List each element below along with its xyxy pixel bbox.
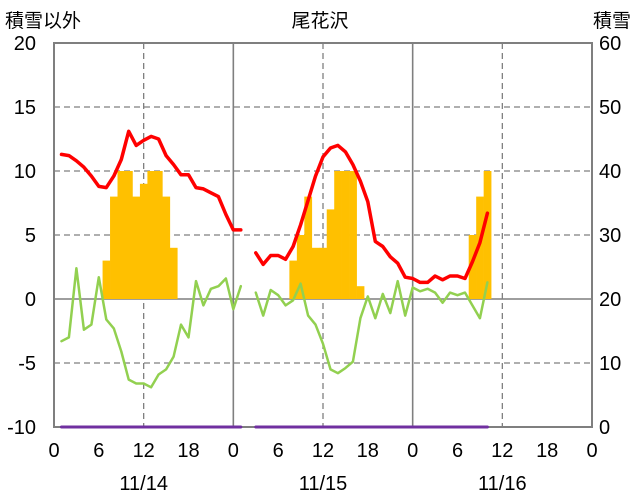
left-axis-label: 積雪以外 (5, 10, 81, 32)
left-axis-tick-label: 15 (14, 97, 36, 119)
x-axis-tick-labels: 0 6 12 18 0 6 12 18 0 6 12 18 0 (48, 440, 597, 462)
bar (147, 171, 156, 299)
left-axis-tick-label: 5 (25, 225, 36, 247)
x-axis-tick-label: 0 (228, 440, 239, 462)
x-axis-tick-label: 0 (48, 440, 59, 462)
right-axis-tick-label: 10 (599, 353, 621, 375)
right-axis-tick-label: 0 (599, 417, 610, 439)
bar (139, 183, 148, 299)
x-axis-tick-label: 0 (586, 440, 597, 462)
x-axis-tick-label: 6 (93, 440, 104, 462)
series-line-2 (59, 129, 490, 285)
bar (154, 171, 163, 299)
bar (110, 196, 118, 299)
right-axis-tick-label: 30 (599, 225, 621, 247)
bar (476, 196, 484, 299)
line-series (59, 129, 490, 429)
bar (296, 235, 305, 299)
right-axis-tick-label: 20 (599, 289, 621, 311)
bar (483, 171, 492, 299)
bar (334, 171, 342, 299)
bar (169, 247, 178, 299)
bar (326, 209, 335, 299)
x-axis-tick-label: 18 (536, 440, 558, 462)
right-axis-tick-label: 60 (599, 33, 621, 55)
x-axis-tick-label: 12 (491, 440, 513, 462)
bar (319, 247, 328, 299)
series-line-1 (60, 267, 489, 389)
x-axis-tick-label: 0 (407, 440, 418, 462)
bar (356, 286, 365, 299)
x-axis-tick-label: 6 (452, 440, 463, 462)
gridlines (54, 43, 592, 427)
bar (468, 235, 477, 299)
left-axis-tick-label: -10 (7, 417, 36, 439)
x-axis-date-label: 11/15 (299, 473, 348, 495)
bar (162, 196, 171, 299)
right-axis-tick-label: 50 (599, 97, 621, 119)
x-axis-tick-label: 18 (177, 440, 199, 462)
x-axis-date-label: 11/16 (478, 473, 527, 495)
right-axis-tick-label: 40 (599, 161, 621, 183)
x-axis-date-labels: 11/14 11/15 11/16 (119, 473, 526, 495)
bar (132, 196, 141, 299)
bar-series (102, 171, 492, 299)
bar (304, 196, 313, 299)
bar (117, 171, 126, 299)
bar (102, 260, 111, 299)
bar (124, 171, 133, 299)
left-axis-tick-label: 20 (14, 33, 36, 55)
x-axis-tick-label: 18 (357, 440, 379, 462)
left-axis-tick-label: 0 (25, 289, 36, 311)
bar (349, 171, 357, 299)
bar (311, 247, 320, 299)
left-axis-tick-labels: -10 -5 0 5 10 15 20 (7, 33, 36, 439)
x-axis-tick-label: 12 (133, 440, 155, 462)
bar (289, 260, 298, 299)
left-axis-tick-label: 10 (14, 161, 36, 183)
x-axis-tick-label: 12 (312, 440, 334, 462)
x-axis-date-label: 11/14 (119, 473, 168, 495)
x-axis-tick-label: 6 (273, 440, 284, 462)
left-axis-tick-label: -5 (18, 353, 36, 375)
bar (341, 171, 350, 299)
right-axis-tick-labels: 0 10 20 30 40 50 60 (599, 33, 621, 439)
chart-title: 尾花沢 (291, 10, 348, 32)
right-axis-label: 積雪 (593, 10, 631, 32)
